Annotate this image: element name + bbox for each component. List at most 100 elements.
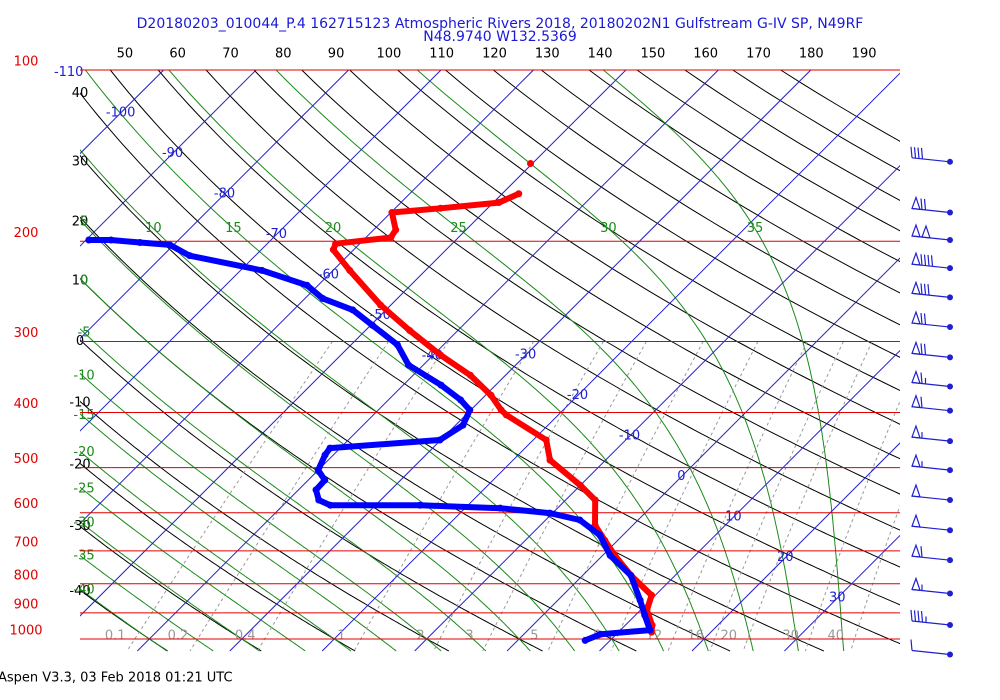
wind-barb	[923, 254, 927, 266]
profile-point	[326, 501, 334, 509]
pressure-label: 600	[14, 497, 39, 512]
isotherm-label: -60	[318, 268, 339, 283]
profile-point	[646, 626, 654, 634]
profile-point	[546, 509, 554, 517]
wind-barb	[927, 284, 930, 296]
moist-adiabat	[80, 450, 352, 652]
profile-point	[466, 406, 474, 414]
profile-point	[641, 611, 649, 619]
profile-point	[329, 246, 337, 254]
profile-point	[392, 226, 400, 234]
mixing-ratio-label: 40	[827, 629, 844, 644]
moist-adiabat	[80, 413, 397, 652]
mixing-ratio-line	[804, 400, 900, 652]
wind-flag	[911, 223, 921, 238]
wind-flag	[911, 369, 921, 385]
dry-adiabat	[349, 69, 900, 425]
isotherm	[691, 442, 900, 652]
isotherm-label: -30	[515, 348, 536, 363]
mixing-ratio-line	[667, 341, 808, 652]
wind-barb	[920, 198, 923, 210]
profile-point	[393, 341, 401, 349]
wind-flag	[911, 543, 921, 558]
wind-barb	[920, 313, 923, 325]
top-axis-label: 120	[482, 47, 507, 62]
profile-point	[349, 306, 357, 314]
moist-adiabat-label: -30	[73, 515, 94, 530]
profile-point	[85, 236, 93, 244]
isotherm	[599, 349, 900, 652]
wind-flag	[911, 483, 921, 498]
moist-adiabat	[80, 554, 214, 652]
wind-barb	[920, 254, 923, 266]
top-axis-label: 80	[275, 47, 292, 62]
profile-point	[597, 630, 605, 638]
mixing-ratio-line	[742, 341, 873, 652]
isotherm-label: 20	[777, 550, 794, 565]
profile-point	[436, 436, 444, 444]
top-axis-label: 50	[117, 47, 134, 62]
mixing-ratio-line	[126, 341, 333, 652]
wind-barb	[913, 610, 917, 622]
dry-adiabat	[253, 69, 900, 495]
wind-barb	[920, 396, 923, 408]
dry-adiabat	[684, 69, 900, 202]
wind-barb	[920, 147, 924, 159]
top-axis-label: 70	[222, 47, 239, 62]
dry-adiabat	[397, 69, 900, 391]
profile-point	[319, 294, 327, 302]
isotherm-label: -90	[162, 146, 183, 161]
dry-adiabat	[80, 462, 356, 652]
dry-adiabat	[301, 69, 900, 460]
profile-point	[388, 208, 396, 216]
profile-point	[416, 501, 424, 509]
mixing-ratio-label: 2	[416, 629, 424, 644]
profile-point	[136, 239, 144, 247]
moist-adiabat-label: -15	[73, 408, 94, 423]
profile-point	[377, 301, 385, 309]
dry-adiabat	[80, 525, 262, 652]
moist-adiabat-label: -20	[73, 445, 94, 460]
moist-adiabat	[80, 486, 306, 652]
profile-point	[258, 266, 266, 274]
wind-flag	[911, 393, 921, 409]
moist-adiabat	[80, 328, 487, 652]
profile-point	[387, 234, 395, 242]
moist-adiabat	[168, 69, 709, 652]
mixing-ratio-line	[547, 341, 704, 652]
wind-barb	[920, 546, 923, 558]
moist-adiabat-label: 10	[145, 221, 162, 236]
mixing-ratio-line	[610, 341, 759, 652]
pressure-label: 700	[14, 535, 39, 550]
mixing-ratio-line	[709, 341, 844, 652]
dry-adiabat-label: -10	[69, 396, 90, 411]
wind-staff	[911, 649, 951, 656]
isotherm	[80, 69, 442, 432]
isotherm	[414, 164, 900, 652]
mixing-ratio-label: 30	[782, 629, 799, 644]
profile-point	[591, 496, 599, 504]
profile-point	[576, 481, 584, 489]
dry-adiabat	[157, 69, 900, 568]
pressure-label: 100	[14, 55, 39, 70]
profile-point	[497, 406, 505, 414]
moist-adiabat-label: -25	[73, 481, 94, 496]
mixing-ratio-label: 0.4	[235, 629, 256, 644]
moist-adiabat	[80, 149, 620, 652]
isotherm-label: -70	[266, 227, 287, 242]
chart-title: D20180203_010044_P.4 162715123 Atmospher…	[137, 16, 864, 32]
wind-flag	[911, 251, 921, 266]
wind-flag	[921, 224, 931, 239]
footer: Aspen V3.3, 03 Feb 2018 01:21 UTC	[0, 671, 233, 686]
profile-point	[648, 591, 656, 599]
wind-barb	[920, 372, 923, 384]
top-axis-label: 60	[169, 47, 186, 62]
wind-flag	[911, 280, 921, 295]
mixing-ratio-line	[850, 504, 900, 652]
pressure-label: 900	[14, 597, 39, 612]
wind-barb	[923, 198, 927, 210]
isotherm-label: 30	[829, 591, 846, 606]
mixing-ratio-label: 5	[530, 629, 538, 644]
dry-adiabat	[80, 400, 450, 652]
profile-point	[406, 327, 414, 335]
